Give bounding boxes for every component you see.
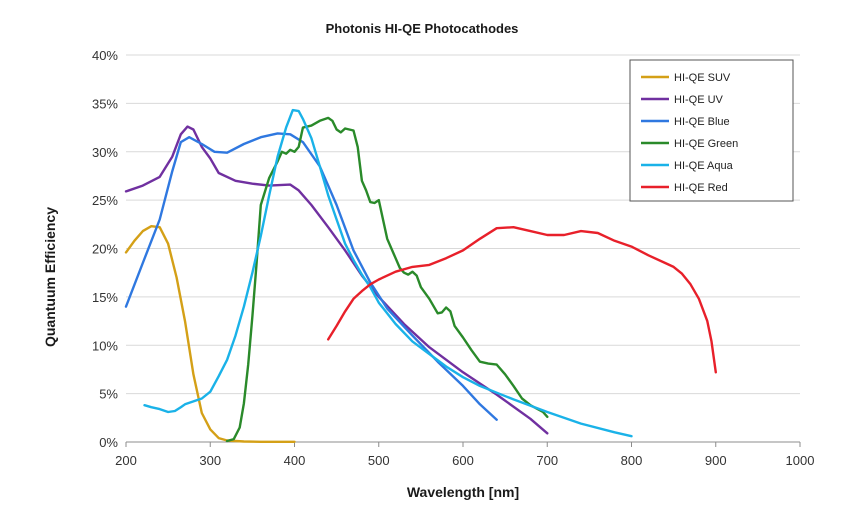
x-tick-labels: 200 300 400 500 600 700 800 900 1000 [115,453,814,468]
y-tick-label: 0% [99,435,118,450]
series-line-hi-qe-aqua [143,108,633,438]
legend-label: HI-QE UV [674,94,724,106]
y-tick-label: 25% [92,193,118,208]
x-tick-label: 1000 [786,453,815,468]
series-line-hi-qe-uv [124,125,549,435]
y-tick-label: 10% [92,338,118,353]
y-tick-label: 35% [92,96,118,111]
series-line-hi-qe-blue [124,132,498,421]
x-tick-label: 500 [368,453,390,468]
x-tick-label: 400 [284,453,306,468]
x-tick-label: 200 [115,453,137,468]
axes [125,441,801,447]
legend-label: HI-QE Green [674,138,738,150]
legend-label: HI-QE Blue [674,116,730,128]
series-line-hi-qe-suv [124,225,296,443]
x-tick-label: 300 [199,453,221,468]
legend-label: HI-QE Aqua [674,160,734,172]
series-line-hi-qe-green [225,116,549,443]
grid-lines [126,54,800,395]
legend-label: HI-QE Red [674,182,728,194]
chart-title: Photonis HI-QE Photocathodes [326,21,519,36]
y-tick-label: 15% [92,290,118,305]
x-tick-label: 800 [621,453,643,468]
y-tick-label: 30% [92,145,118,160]
y-tick-label: 5% [99,387,118,402]
x-tick-label: 600 [452,453,474,468]
legend-box [629,59,794,202]
legend: HI-QE SUV HI-QE UV HI-QE Blue HI-QE Green HI… [629,59,794,202]
legend-label: HI-QE SUV [674,72,731,84]
series-lines [124,108,717,443]
y-tick-labels: 0% 5% 10% 15% 20% 25% 30% 35% 40% [92,48,118,450]
y-axis-title: Quantuum Efficiency [42,207,58,347]
x-tick-label: 700 [536,453,558,468]
x-axis-title: Wavelength [nm] [407,484,519,500]
y-tick-label: 20% [92,242,118,257]
x-tick-label: 900 [705,453,727,468]
series-line-hi-qe-red [327,226,717,374]
y-tick-label: 40% [92,48,118,63]
